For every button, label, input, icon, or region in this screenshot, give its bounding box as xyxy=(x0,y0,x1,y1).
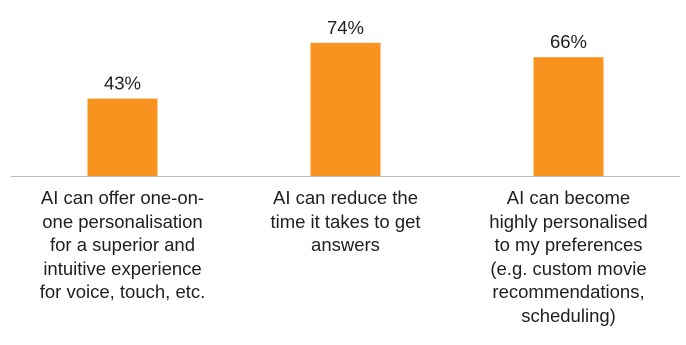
value-labels-group: 43% 74% 66% xyxy=(104,17,587,94)
bars-group xyxy=(87,42,604,177)
category-label-line: AI can offer one-on- xyxy=(40,187,205,208)
value-label-2: 74% xyxy=(327,17,364,38)
category-label-line: intuitive experience xyxy=(43,257,202,279)
category-label-line: for a superior and xyxy=(49,234,195,255)
value-label-3: 66% xyxy=(550,31,587,52)
category-label-line: for voice, touch, etc. xyxy=(39,281,206,302)
category-label-line: scheduling) xyxy=(521,304,616,326)
category-label-3: AI can become highly personalised to my pr… xyxy=(464,186,674,327)
category-label-line: AI can reduce the xyxy=(272,187,418,208)
category-label-line: (e.g. custom movie xyxy=(490,257,647,279)
category-label-line: time it takes to get xyxy=(270,210,421,232)
value-label-1: 43% xyxy=(104,73,141,94)
bar-2 xyxy=(310,42,381,176)
bar-1 xyxy=(87,98,158,176)
category-label-line: AI can become xyxy=(506,187,631,208)
category-label-line: highly personalised xyxy=(489,210,648,232)
category-label-2: AI can reduce the time it takes to get ans… xyxy=(241,186,451,257)
category-label-line: one personalisation xyxy=(42,210,203,232)
category-label-line: to my preferences xyxy=(494,234,643,255)
bar-3 xyxy=(533,57,604,177)
category-label-1: AI can offer one-on-one personalisation f… xyxy=(18,186,228,304)
category-label-line: answers xyxy=(311,234,380,255)
category-label-line: recommendations, xyxy=(492,281,645,302)
